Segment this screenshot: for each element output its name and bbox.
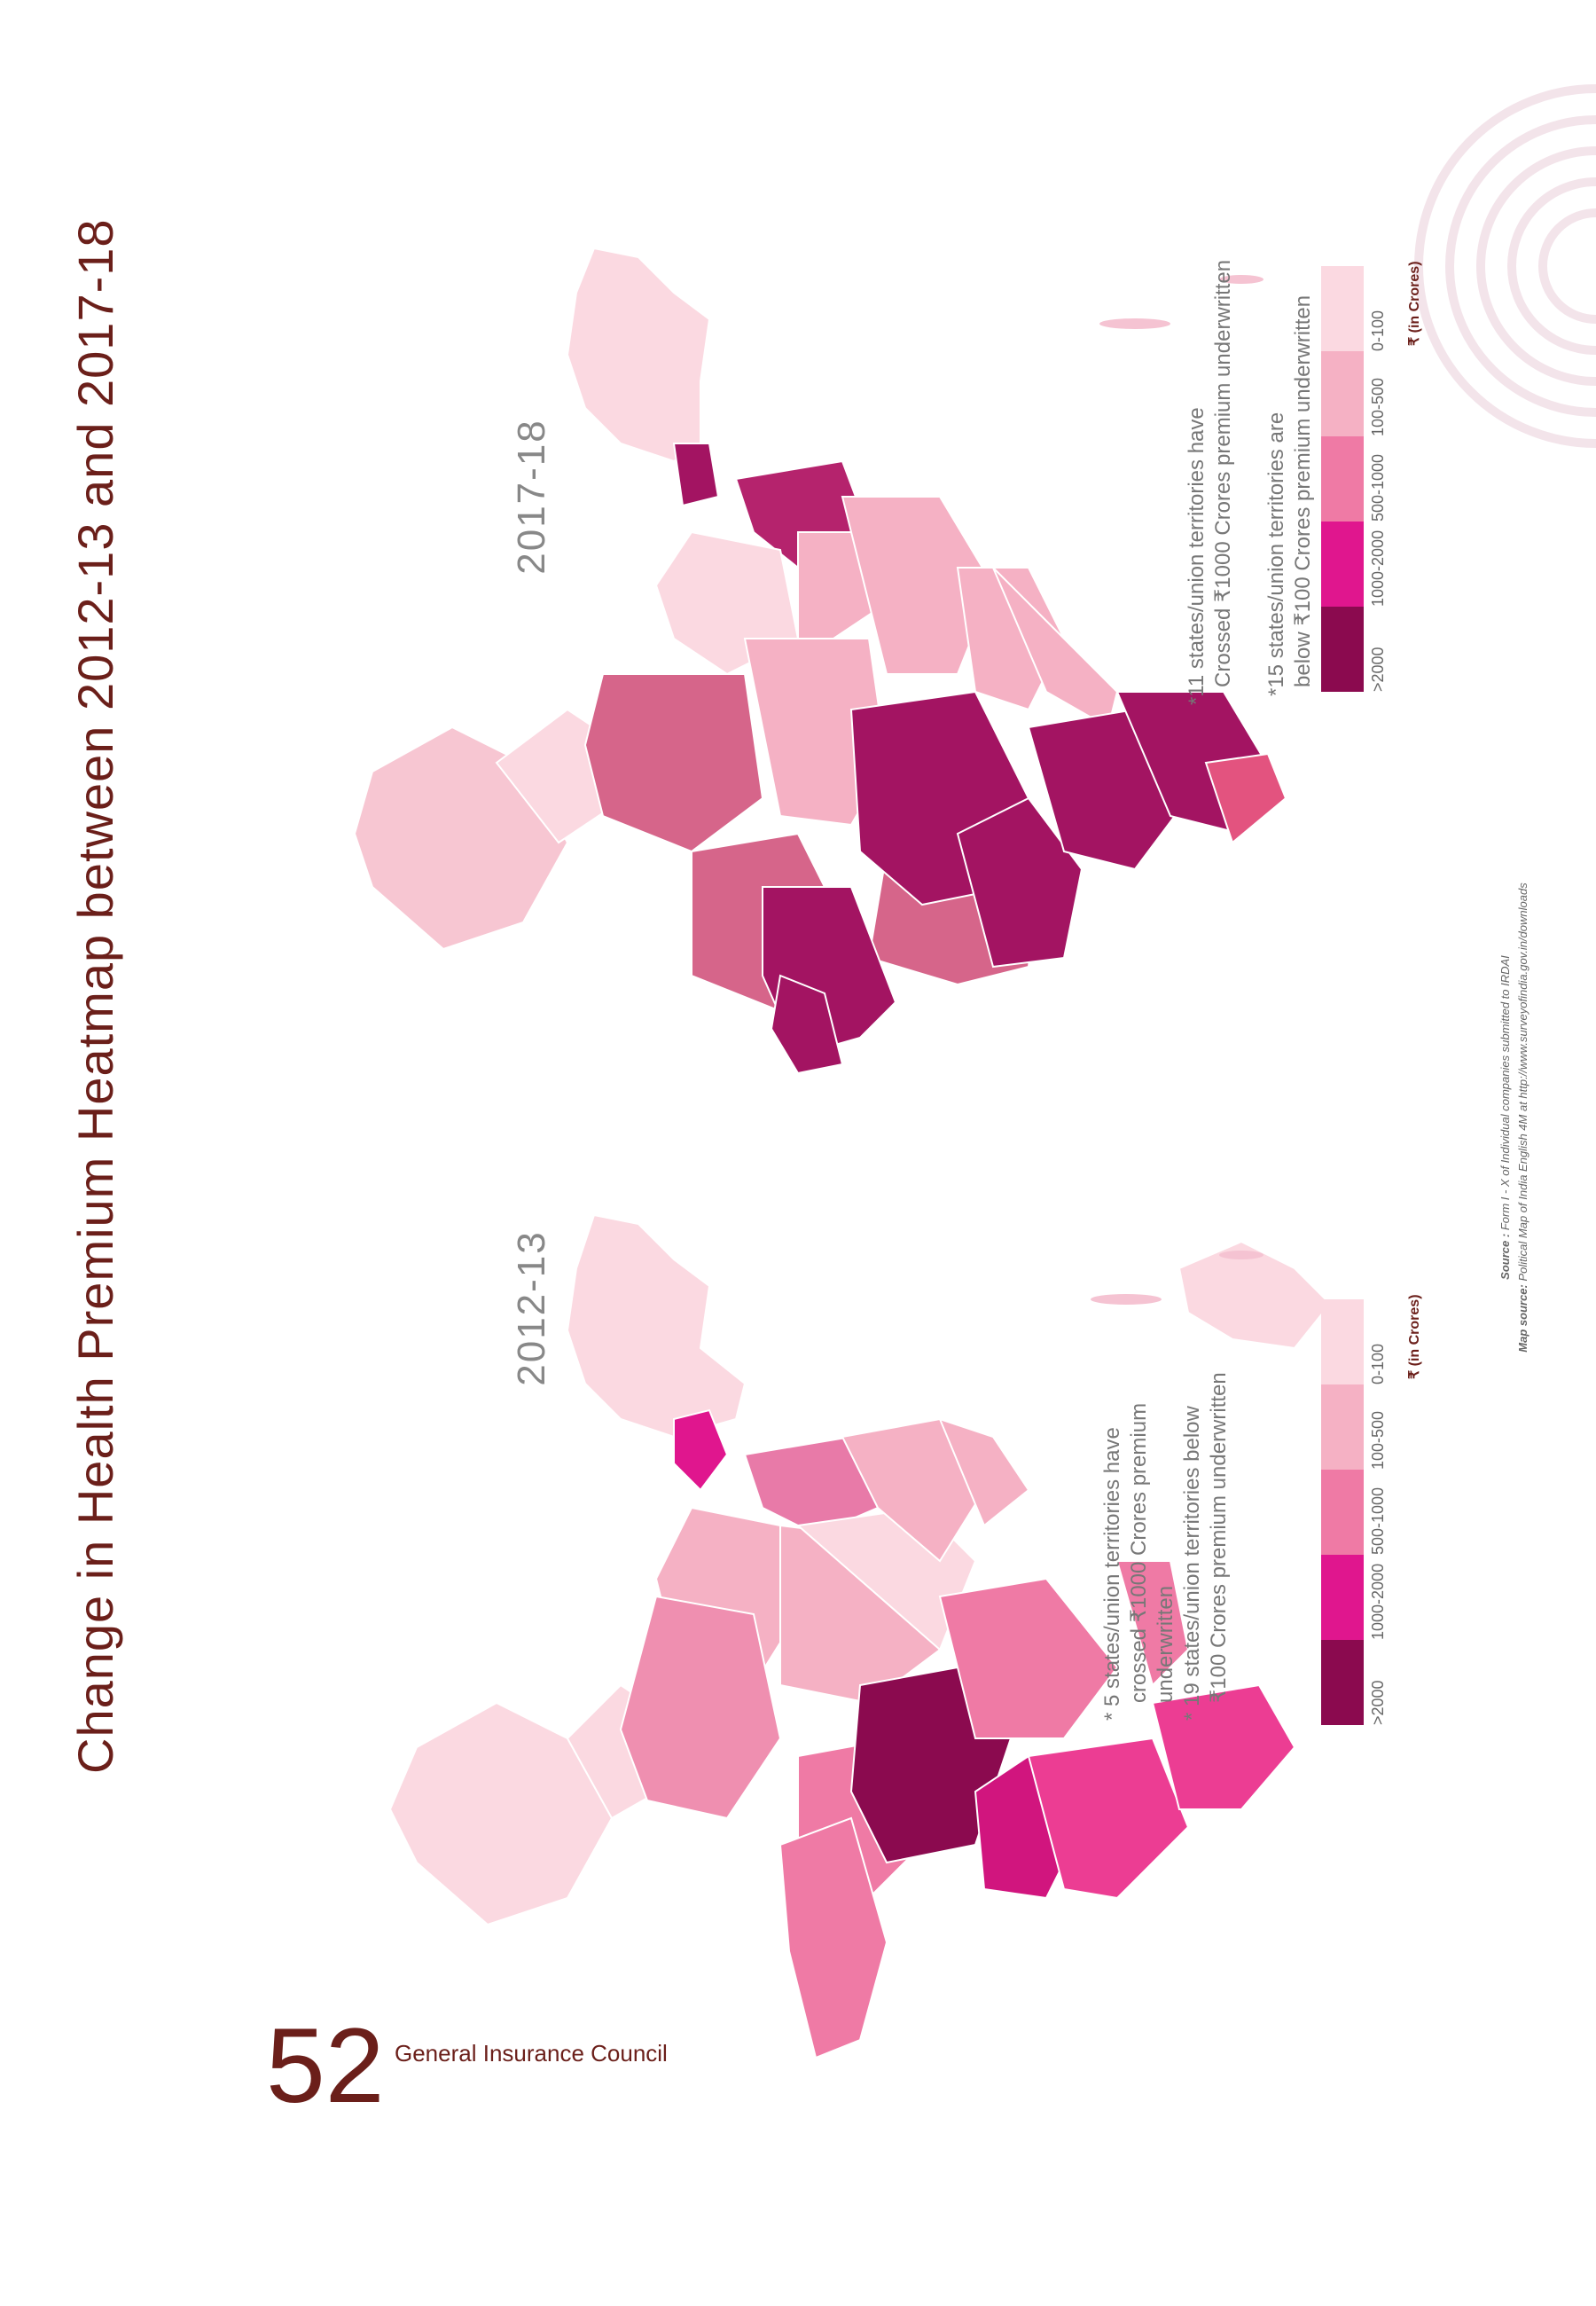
legend-label: 1000-2000 (1369, 1563, 1387, 1640)
legend-2017-18: >2000 1000-2000 500-1000 100-500 0-100 ₹… (1321, 261, 1436, 692)
region-south (778, 1816, 888, 2059)
legend-unit: ₹ (in Crores) (1407, 261, 1422, 346)
legend-label: 500-1000 (1369, 453, 1387, 522)
region-punjab (673, 1408, 729, 1492)
region-ne-strip (992, 567, 1119, 729)
legend-2012-13: >2000 1000-2000 500-1000 100-500 0-100 ₹… (1321, 1294, 1436, 1725)
map-source-text: Political Map of India English 4M at htt… (1516, 882, 1530, 1282)
note-line: Crossed ₹1000 Crores premium underwritte… (1211, 259, 1235, 687)
map-source-line: Map source: Political Map of India Engli… (1516, 780, 1534, 1455)
region-mp (619, 1595, 782, 1820)
region-coast (1204, 752, 1287, 844)
region-north (566, 1213, 747, 1439)
region-north (566, 247, 711, 463)
legend-swatch (1321, 1640, 1364, 1725)
legend-label: 1000-2000 (1369, 529, 1387, 607)
region-punjab (672, 443, 720, 507)
legend-label: 0-100 (1369, 1343, 1387, 1384)
page-title: Change in Health Premium Heatmap between… (67, 218, 123, 1774)
page-number: 52 (266, 2006, 385, 2125)
note-line: * 19 states/union territories below (1180, 1406, 1204, 1721)
note-line: underwritten (1154, 1585, 1177, 1703)
region-mp (583, 673, 764, 853)
source-line: Source : Form I - X of Individual compan… (1498, 780, 1516, 1455)
region-northeast-strip (938, 1417, 1030, 1527)
note-line: *11 states/union territories have (1185, 407, 1209, 705)
legend-swatch (1321, 607, 1364, 692)
legend-label: 100-500 (1369, 1410, 1387, 1470)
year-label-2017-18: 2017-18 (510, 419, 553, 575)
legend-swatch (1321, 436, 1364, 522)
region-south-tip (770, 974, 844, 1075)
note-line: ₹100 Crores premium underwritten (1207, 1372, 1231, 1703)
region-east (841, 496, 995, 675)
legend-label: >2000 (1369, 647, 1387, 692)
map-source-label: Map source: (1516, 1284, 1530, 1353)
region-kerala (1151, 1683, 1296, 1810)
legend-swatch (1321, 266, 1364, 351)
legend-swatch (1321, 522, 1364, 607)
legend-swatch (1321, 1384, 1364, 1470)
region-ne (1177, 1240, 1332, 1350)
note-line: below ₹100 Crores premium underwritten (1291, 294, 1315, 687)
legend-label: 100-500 (1369, 377, 1387, 436)
note-line: crossed ₹1000 Crores premium (1127, 1402, 1151, 1703)
notes-2017-18: *11 states/union territories have Crosse… (1184, 244, 1317, 705)
legend-swatch (1321, 351, 1364, 436)
year-label-2012-13: 2012-13 (510, 1230, 553, 1386)
source-label: Source : (1498, 1233, 1512, 1280)
legend-label: 0-100 (1369, 310, 1387, 351)
region-tn (1027, 1737, 1190, 1900)
legend-label: 500-1000 (1369, 1486, 1387, 1555)
region-odisha (938, 1577, 1119, 1739)
note-line: * 5 states/union territories have (1100, 1427, 1124, 1721)
legend-label: >2000 (1369, 1680, 1387, 1725)
legend-swatch (1321, 1470, 1364, 1555)
legend-unit: ₹ (in Crores) (1407, 1294, 1422, 1379)
org-name: General Insurance Council (395, 2040, 668, 2067)
legend-swatch (1321, 1299, 1364, 1384)
region-west (388, 1701, 614, 1926)
notes-2012-13: * 5 states/union territories have crosse… (1099, 1372, 1241, 1721)
region-karnataka (956, 796, 1084, 969)
region-coast (1115, 1560, 1190, 1687)
source-text: Form I - X of Individual companies submi… (1498, 955, 1512, 1231)
note-line: *15 states/union territories are (1264, 412, 1288, 696)
region-east (841, 1417, 986, 1563)
legend-swatch (1321, 1555, 1364, 1640)
